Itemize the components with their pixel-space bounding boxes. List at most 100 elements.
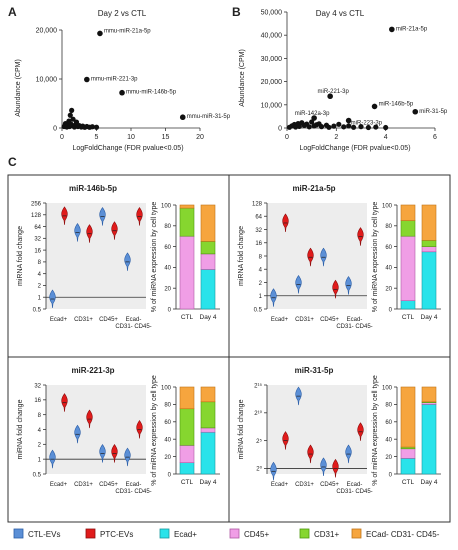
legend-swatch	[351, 528, 362, 539]
y-tick-label: 32	[255, 228, 262, 234]
quadrant-miR-221-3p: miR-221-3p 32 16 8 4 2 1 0.5 miRNA fold change Ec…	[17, 366, 220, 495]
bar-category-label: Day 4	[200, 479, 217, 486]
category-label: Ecad-CD31- CD45-	[115, 317, 151, 330]
y-tick-label: 4	[259, 268, 263, 274]
legend-label: Ecad+	[174, 530, 197, 539]
y-tick-label: 80	[385, 403, 392, 409]
bar-category-label: Day 4	[200, 314, 217, 321]
bar-segment	[400, 235, 416, 301]
bar-segment	[421, 404, 437, 475]
quadrant-title: miR-221-3p	[71, 366, 114, 375]
y-axis-label: Abundance (CPM)	[239, 49, 246, 107]
y-tick-label: 60	[164, 245, 171, 251]
category-label-line: CD31- CD45-	[336, 324, 372, 330]
y-tick-label: 16	[255, 241, 262, 247]
legend-label: CTL-EVs	[28, 530, 60, 539]
y-tick-label: 40	[385, 438, 392, 444]
y-tick-label: 40	[164, 438, 171, 444]
data-point	[336, 121, 342, 127]
bar-segment	[200, 401, 216, 429]
point-label: miR-146b-5p	[379, 101, 414, 107]
legend-label: CD45+	[244, 530, 269, 539]
category-label-line: CD31- CD45-	[115, 324, 151, 330]
y-tick-label: 8	[259, 254, 263, 260]
bar-segment	[200, 241, 216, 255]
point-label: miR-221-3p	[317, 89, 349, 95]
legend-swatch	[229, 528, 240, 539]
y-tick-label: 0.5	[33, 307, 42, 313]
category-label-line: Ecad-	[347, 482, 363, 488]
y-tick-label: 80	[164, 403, 171, 409]
data-point	[296, 123, 302, 129]
point-label: mmu-miR-31-5p	[187, 114, 231, 120]
data-point	[358, 124, 364, 130]
data-point	[89, 124, 95, 130]
violin-plot-bg	[267, 203, 367, 309]
y-tick-label: 8	[38, 413, 42, 419]
bar-category-label: Day 4	[421, 314, 438, 321]
y-tick-label: 16	[34, 248, 41, 254]
legend: CTL-EVs PTC-EVs Ecad+ CD45+ CD31+ ECad- CD31-…	[13, 528, 440, 539]
bar-segment	[179, 386, 195, 410]
bar-segment	[421, 251, 437, 310]
category-label-line: CD31- CD45-	[336, 489, 372, 495]
bar-segment	[400, 220, 416, 237]
x-tick-label: 6	[433, 134, 437, 141]
panel-label-a: A	[8, 5, 17, 19]
y-tick-label: 64	[255, 215, 262, 221]
data-point	[309, 119, 315, 125]
x-tick-label: 5	[95, 134, 99, 141]
data-point	[365, 124, 371, 131]
y-tick-label: 10,000	[36, 77, 58, 84]
y-tick-label: 100	[382, 385, 393, 391]
y-tick-label: 2	[259, 281, 263, 287]
y-tick-label: 0	[168, 307, 172, 313]
data-point	[326, 124, 332, 130]
y-tick-label: 2⁰	[256, 466, 262, 473]
bar-segment	[179, 462, 195, 475]
data-point	[383, 124, 389, 131]
y-tick-label: 1	[38, 457, 42, 463]
data-point-labeled	[345, 117, 352, 124]
category-label: CD45+	[99, 482, 118, 488]
category-label-line: Ecad-	[347, 317, 363, 323]
data-point	[318, 124, 325, 130]
y-tick-label: 2⁵	[256, 438, 262, 445]
y-tick-label: 0	[278, 126, 282, 133]
y-axis-label: % of miRNA expression by cell type	[151, 375, 158, 486]
bar-category-label: CTL	[402, 314, 415, 321]
bar-segment	[400, 448, 416, 459]
y-tick-label: 30,000	[261, 56, 283, 63]
scatter-day2: Day 2 vs CTL Abundance (CPM) LogFoldChan…	[15, 9, 231, 152]
x-axis-label: LogFoldChange (FDR pvalue<0.05)	[299, 145, 410, 152]
y-tick-label: 16	[34, 398, 41, 404]
legend-label: ECad- CD31- CD45-	[366, 530, 440, 539]
y-tick-label: 100	[161, 203, 172, 209]
bar-segment	[400, 386, 416, 448]
data-point	[70, 116, 76, 122]
y-tick-label: 128	[252, 201, 263, 207]
y-tick-label: 20	[385, 455, 392, 461]
category-label: CD31+	[295, 317, 314, 323]
bar-segment	[200, 253, 216, 270]
point-label: miR-142a-3p	[295, 111, 330, 117]
y-tick-label: 100	[161, 385, 172, 391]
category-label-line: CD31- CD45-	[115, 489, 151, 495]
violin-plot-bg	[46, 203, 146, 309]
data-point	[93, 124, 100, 130]
y-tick-label: 64	[34, 225, 41, 231]
point-label: miR-31-5p	[419, 109, 448, 115]
x-tick-label: 4	[384, 134, 388, 141]
y-tick-label: 20	[164, 455, 171, 461]
bar-segment	[200, 269, 216, 310]
category-label: Ecad+	[50, 482, 68, 488]
category-label: CD45+	[320, 482, 339, 488]
category-label: CD45+	[99, 317, 118, 323]
category-label-line: Ecad-	[126, 317, 142, 323]
y-tick-label: 20	[385, 287, 392, 293]
y-tick-label: 60	[164, 420, 171, 426]
bar-category-label: Day 4	[421, 479, 438, 486]
data-point-labeled	[84, 76, 90, 83]
x-tick-label: 10	[127, 134, 135, 141]
bar-category-label: CTL	[402, 479, 415, 486]
